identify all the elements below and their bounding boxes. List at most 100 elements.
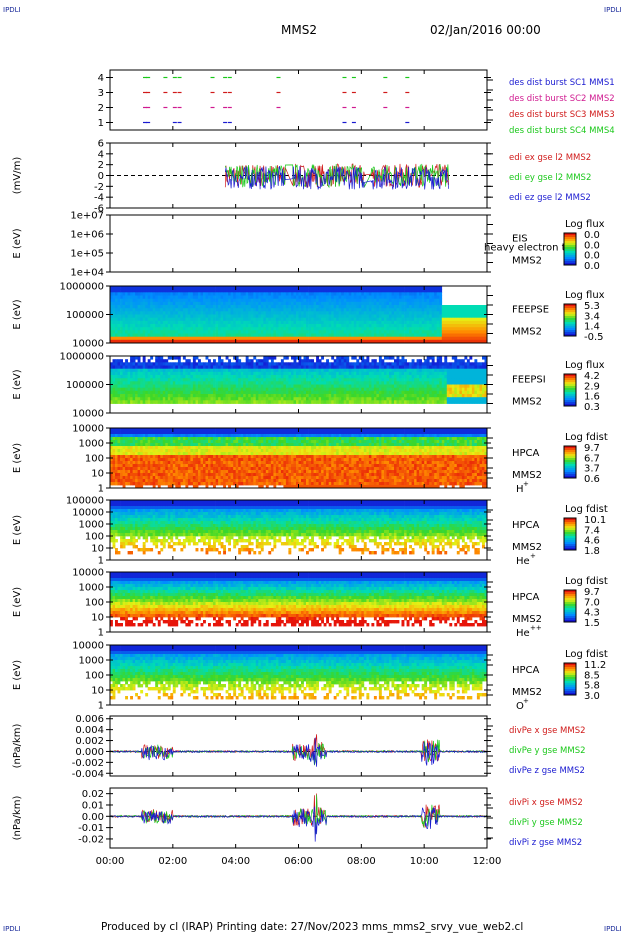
- spectrogram-cell: [348, 362, 352, 366]
- spectrogram-cell: [449, 336, 453, 341]
- spectrogram-cell: [172, 387, 176, 392]
- spectrogram-cell: [439, 289, 443, 293]
- spectrogram-cell: [260, 295, 264, 300]
- spectrogram-cell: [233, 397, 237, 401]
- spectrogram-cell: [200, 390, 204, 395]
- spectrogram-cell: [177, 317, 181, 322]
- spectrogram-cell: [288, 301, 292, 306]
- spectrogram-cell: [130, 301, 133, 306]
- spectrogram-cell: [268, 375, 272, 379]
- spectrogram-cell: [120, 381, 123, 385]
- spectrogram-cell: [439, 359, 443, 363]
- spectrogram-cell: [115, 317, 118, 322]
- spectrogram-cell: [117, 362, 121, 366]
- spectrogram-cell: [165, 292, 169, 296]
- spectrogram-cell: [117, 333, 121, 338]
- spectrogram-cell: [444, 362, 448, 366]
- spectrogram-cell: [165, 336, 169, 341]
- spectrogram-cell: [471, 365, 475, 370]
- spectrogram-cell: [265, 292, 269, 296]
- spectrogram-cell: [326, 330, 329, 334]
- spectrogram-cell: [147, 394, 151, 398]
- spectrogram-cell: [205, 397, 209, 401]
- spectrogram-cell: [185, 311, 189, 315]
- spectrogram-cell: [386, 286, 390, 290]
- spectrogram-cell: [288, 394, 292, 398]
- spectrogram-cell: [233, 292, 237, 296]
- spectrogram-cell: [373, 327, 377, 331]
- spectrogram-cell: [283, 381, 287, 385]
- spectrogram-cell: [311, 339, 314, 344]
- spectrogram-cell: [275, 378, 279, 382]
- spectrogram-cell: [268, 365, 272, 370]
- spectrogram-cell: [323, 336, 327, 341]
- spectrogram-cell: [182, 324, 186, 328]
- spectrogram-cell: [268, 330, 272, 334]
- spectrogram-cell: [426, 390, 430, 395]
- spectrogram-cell: [439, 305, 443, 309]
- spectrogram-cell: [479, 308, 483, 312]
- spectrogram-cell: [424, 324, 428, 328]
- spectrogram-cell: [353, 333, 357, 338]
- spectrogram-cell: [296, 305, 299, 309]
- spectrogram-cell: [190, 375, 194, 379]
- spectrogram-cell: [343, 317, 347, 322]
- spectrogram-cell: [361, 381, 365, 385]
- spectrogram-cell: [225, 378, 229, 382]
- spectrogram-cell: [110, 371, 113, 376]
- spectrogram-cell: [336, 359, 340, 363]
- spectrogram-cell: [476, 384, 480, 389]
- spectrogram-cell: [439, 324, 443, 328]
- spectrogram-cell: [258, 390, 262, 395]
- spectrogram-cell: [145, 330, 149, 334]
- spectrogram-cell: [371, 317, 375, 322]
- spectrogram-cell: [132, 390, 136, 395]
- spectrogram-cell: [112, 434, 116, 438]
- spectrogram-cell: [426, 327, 430, 331]
- spectrogram-cell: [157, 390, 161, 395]
- spectrogram-cell: [182, 375, 186, 379]
- spectrogram-cell: [343, 330, 347, 334]
- spectrogram-cell: [165, 365, 169, 370]
- spectrogram-cell: [326, 368, 329, 373]
- spectrogram-cell: [225, 390, 229, 395]
- spectrogram-cell: [230, 292, 234, 296]
- spectrogram-cell: [336, 384, 340, 389]
- spectrogram-cell: [474, 375, 478, 379]
- spectrogram-cell: [233, 365, 237, 370]
- spectrogram-cell: [238, 320, 242, 325]
- spectrogram-cell: [419, 390, 422, 395]
- spectrogram-cell: [441, 330, 445, 334]
- spectrogram-cell: [313, 371, 317, 376]
- spectrogram-cell: [358, 400, 362, 404]
- spectrogram-cell: [135, 368, 138, 373]
- spectrogram-cell: [346, 330, 350, 334]
- spectrogram-cell: [356, 301, 360, 306]
- spectrogram-cell: [273, 365, 277, 370]
- spectrogram-cell: [152, 390, 156, 395]
- spectrogram-cell: [177, 378, 181, 382]
- spectrogram-cell: [213, 305, 216, 309]
- spectrogram-cell: [436, 378, 440, 382]
- spectrogram-cell: [155, 339, 159, 344]
- spectrogram-cell: [135, 317, 138, 322]
- spectrogram-cell: [142, 387, 146, 392]
- spectrogram-cell: [112, 330, 116, 334]
- spectrogram-cell: [301, 375, 304, 379]
- spectrogram-cell: [225, 301, 229, 306]
- spectrogram-cell: [476, 339, 480, 344]
- spectrogram-cell: [358, 298, 362, 303]
- spectrogram-cell: [135, 397, 138, 401]
- spectrogram-cell: [371, 333, 375, 338]
- spectrogram-cell: [223, 368, 226, 373]
- spectrogram-cell: [220, 305, 224, 309]
- spectrogram-cell: [140, 362, 144, 366]
- spectrogram-cell: [401, 311, 405, 315]
- spectrogram-cell: [394, 324, 397, 328]
- spectrogram-cell: [351, 394, 355, 398]
- spectrogram-cell: [220, 359, 224, 363]
- spectrogram-cell: [275, 400, 279, 404]
- spectrogram-cell: [311, 400, 314, 404]
- spectrogram-cell: [192, 333, 196, 338]
- spectrogram-cell: [142, 305, 146, 309]
